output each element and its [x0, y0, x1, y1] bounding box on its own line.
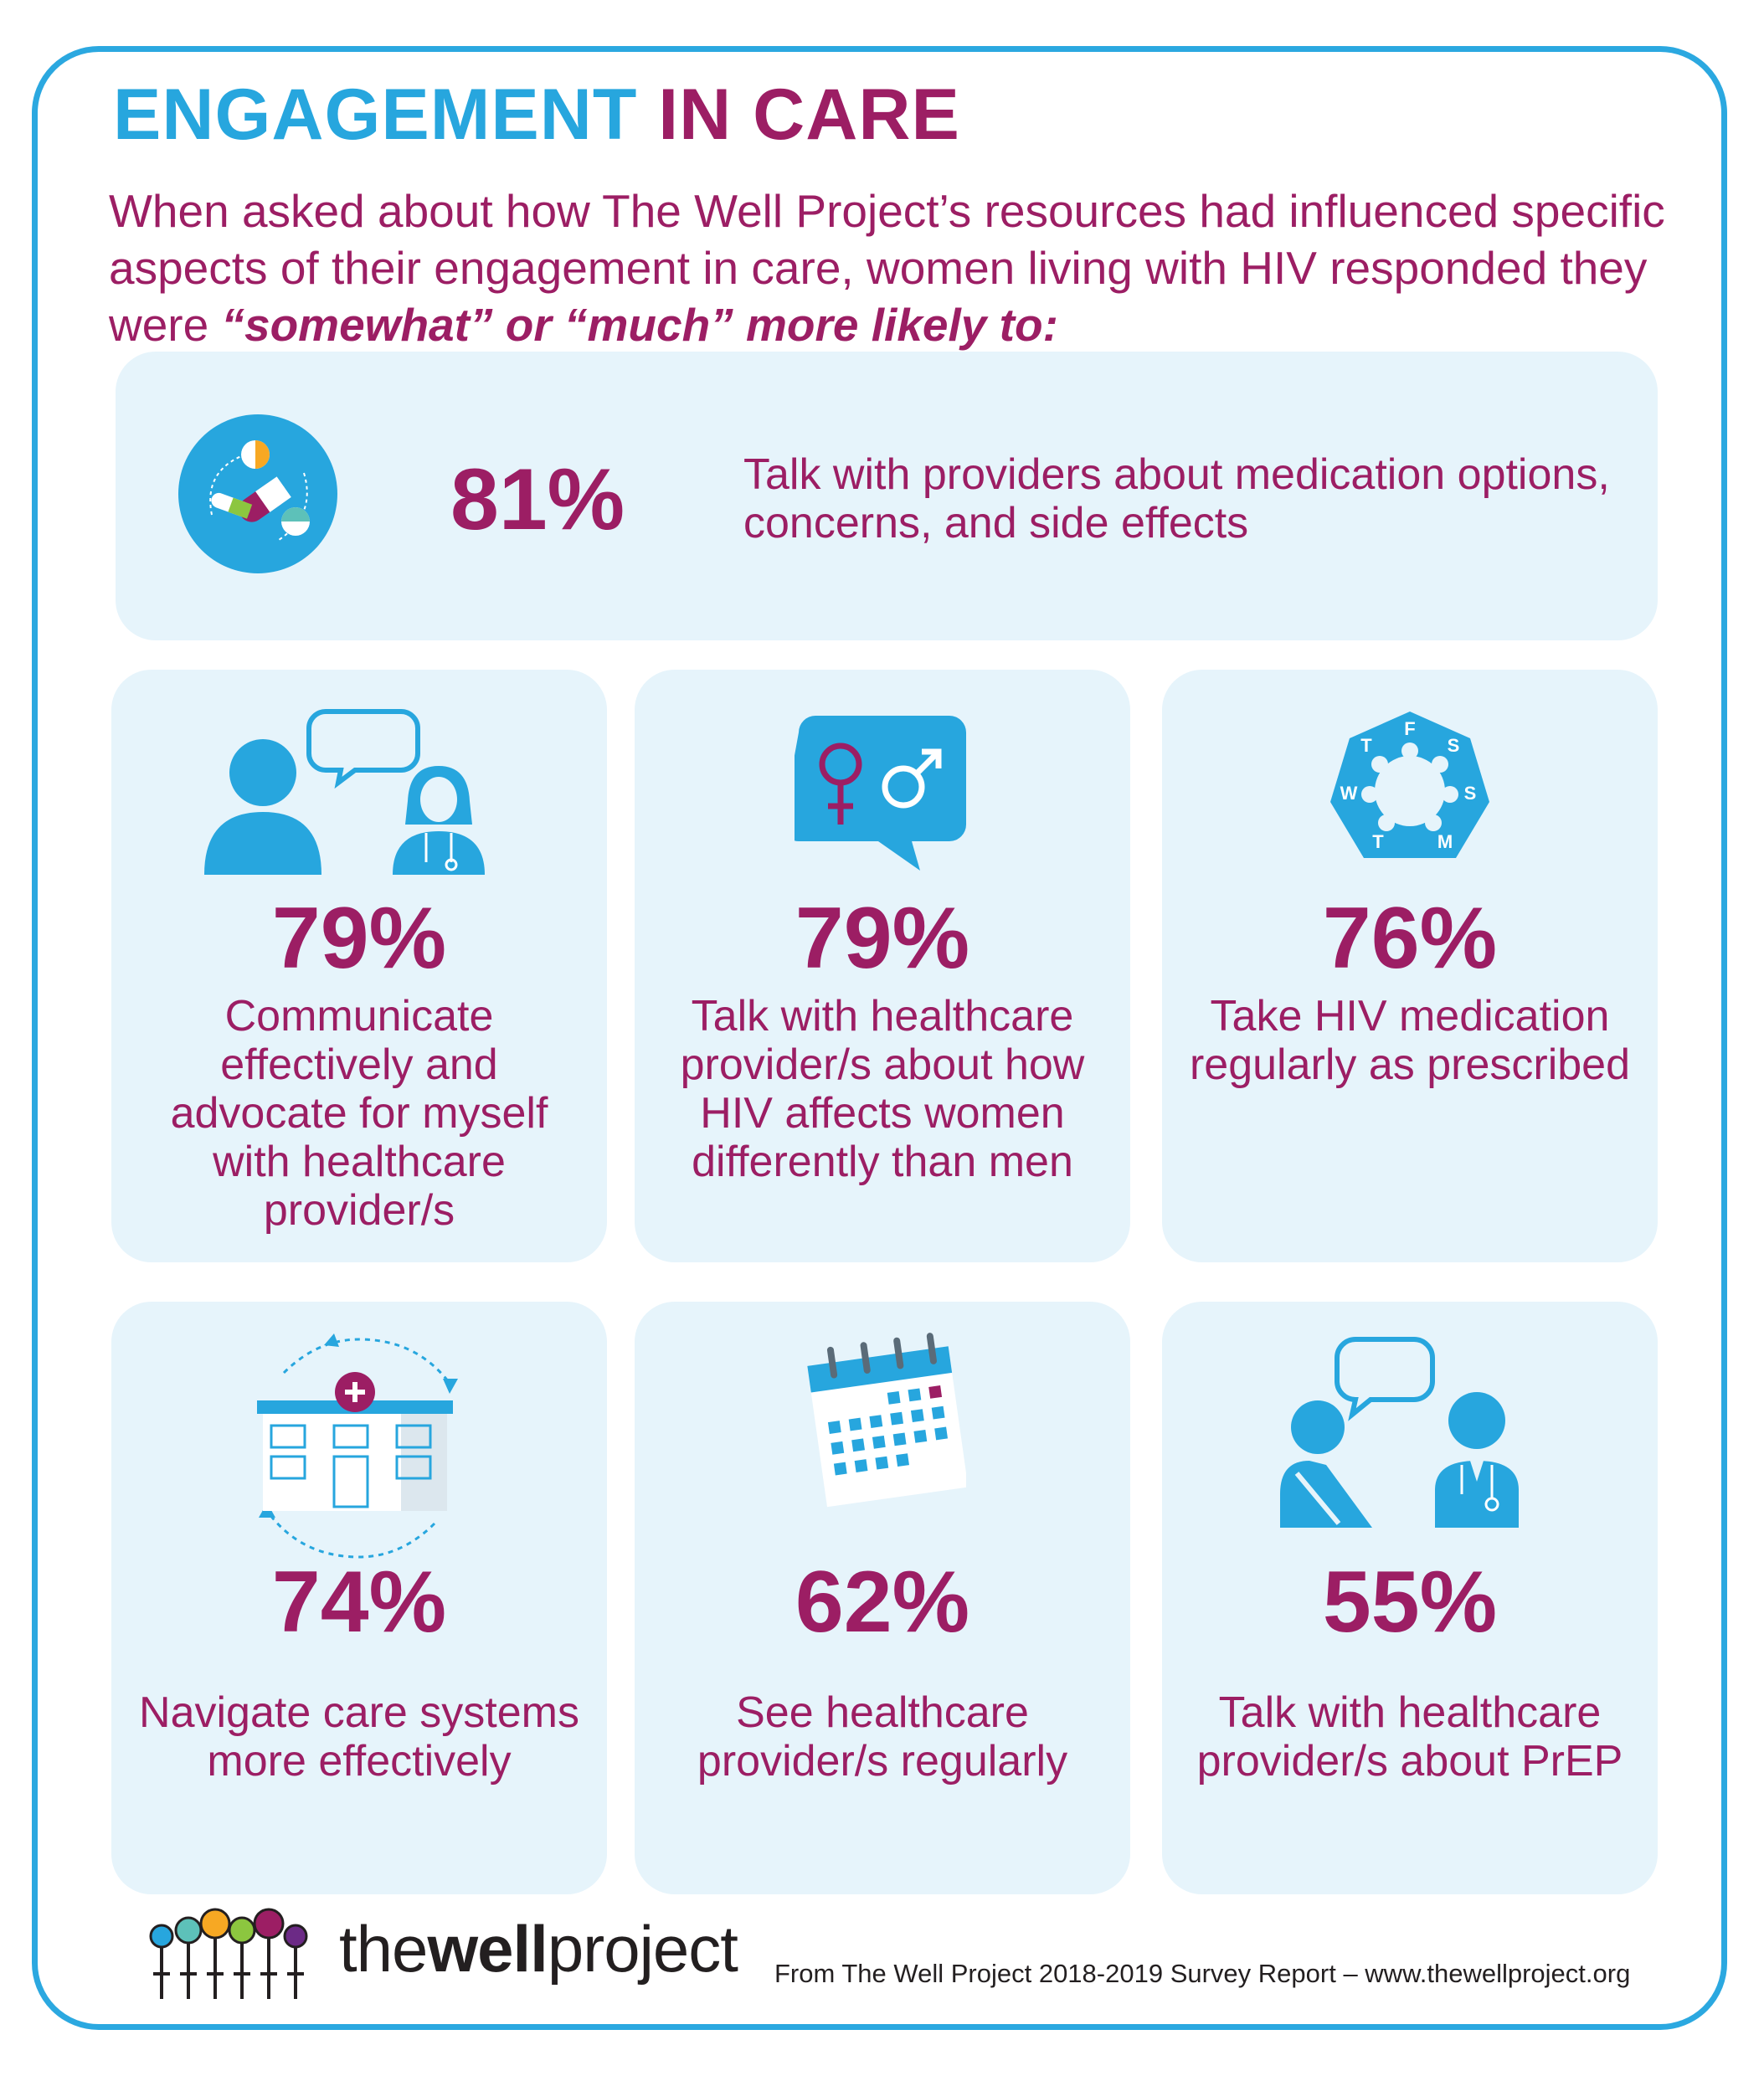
stat-percent: 79%	[271, 890, 447, 987]
consultation-icon	[1162, 1327, 1658, 1528]
pillbox-day-label: T	[1372, 831, 1384, 852]
gender-symbols-icon	[635, 707, 1130, 875]
stat-description: Communicate effectively and advocate for…	[170, 992, 548, 1235]
pillbox-day-label: S	[1464, 783, 1477, 804]
intro-emphasis-somewhat: “somewhat”	[221, 299, 493, 351]
hospital-cycle-icon	[111, 1327, 607, 1559]
stat-description: See healthcare provider/s regularly	[697, 1688, 1068, 1786]
pills-icon	[178, 414, 337, 573]
title-engagement: ENGAGEMENT	[113, 75, 638, 155]
stat-card-visits: 62% See healthcare provider/s regularly	[635, 1302, 1130, 1894]
stat-description: Talk with providers about medication opt…	[743, 450, 1610, 547]
wordmark-project: project	[547, 1912, 738, 1986]
pillbox-day-label: S	[1448, 735, 1460, 756]
stat-percent: 76%	[1322, 890, 1498, 987]
pillbox-day-label: F	[1404, 718, 1415, 739]
title-in-care: IN CARE	[658, 75, 960, 155]
stat-card-communicate: 79% Communicate effectively and advocate…	[111, 670, 607, 1262]
page-title: ENGAGEMENT IN CARE	[113, 74, 960, 157]
weekly-pillbox-icon: F S S M T W T	[1162, 707, 1658, 875]
well-project-wordmark: thewellproject	[339, 1911, 738, 1987]
patient-doctor-chat-icon	[111, 707, 607, 875]
wordmark-well: well	[427, 1912, 548, 1986]
source-citation: From The Well Project 2018-2019 Survey R…	[774, 1959, 1631, 1988]
stat-card-adherence: F S S M T W T 76% Take HIV medication re…	[1162, 670, 1658, 1262]
stat-percent: 55%	[1322, 1554, 1498, 1651]
stat-percent: 81%	[450, 451, 625, 548]
pillbox-day-label: M	[1437, 831, 1453, 852]
page-frame	[32, 46, 1727, 2030]
stat-description: Navigate care systems more effectively	[139, 1688, 579, 1786]
calendar-icon	[635, 1327, 1130, 1508]
intro-text: When asked about how The Well Project’s …	[109, 185, 1665, 351]
stat-description: Take HIV medication regularly as prescri…	[1189, 992, 1631, 1089]
intro-paragraph: When asked about how The Well Project’s …	[109, 182, 1683, 353]
stat-card-medication: 81% Talk with providers about medication…	[116, 352, 1658, 640]
wordmark-the: the	[339, 1912, 428, 1986]
intro-emphasis-much: “much” more likely to:	[564, 299, 1058, 351]
stat-description: Talk with healthcare provider/s about ho…	[680, 992, 1085, 1186]
stat-card-navigate: 74% Navigate care systems more effective…	[111, 1302, 607, 1894]
stat-percent: 79%	[795, 890, 970, 987]
stat-description: Talk with healthcare provider/s about Pr…	[1196, 1688, 1623, 1786]
stat-percent: 74%	[271, 1554, 447, 1651]
pillbox-day-label: W	[1340, 783, 1358, 804]
pillbox-day-label: T	[1360, 735, 1372, 756]
stat-percent: 62%	[795, 1554, 970, 1651]
well-project-logo-icon	[147, 1907, 314, 2003]
stat-card-women-vs-men: 79% Talk with healthcare provider/s abou…	[635, 670, 1130, 1262]
stat-card-prep: 55% Talk with healthcare provider/s abou…	[1162, 1302, 1658, 1894]
intro-or: or	[505, 299, 552, 351]
